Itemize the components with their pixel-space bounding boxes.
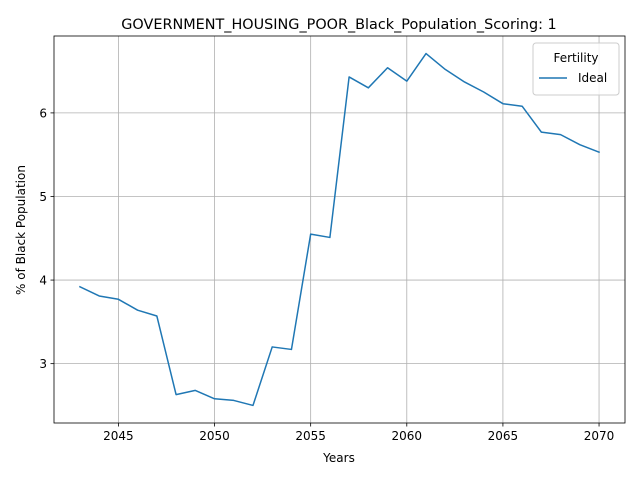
series-group bbox=[78, 52, 601, 407]
x-axis-label: Years bbox=[322, 451, 355, 465]
grid bbox=[54, 36, 625, 423]
y-tick-label: 3 bbox=[39, 357, 47, 371]
axis-ticks: 2045 2050 2055 2060 2065 2070 3 4 5 6 bbox=[39, 106, 614, 443]
legend-label-ideal: Ideal bbox=[578, 71, 607, 85]
x-tick-label: 2055 bbox=[295, 429, 326, 443]
legend: Fertility Ideal bbox=[532, 42, 620, 96]
y-tick-label: 4 bbox=[39, 274, 47, 288]
x-tick-label: 2050 bbox=[199, 429, 230, 443]
chart-title: GOVERNMENT_HOUSING_POOR_Black_Population… bbox=[121, 17, 556, 33]
x-tick-label: 2045 bbox=[103, 429, 134, 443]
legend-title: Fertility bbox=[553, 51, 598, 65]
x-tick-label: 2070 bbox=[584, 429, 615, 443]
x-tick-label: 2060 bbox=[392, 429, 423, 443]
legend-box bbox=[532, 42, 620, 96]
y-tick-label: 6 bbox=[39, 106, 47, 120]
x-tick-label: 2065 bbox=[488, 429, 519, 443]
y-axis-label: % of Black Population bbox=[14, 165, 28, 295]
y-tick-label: 5 bbox=[39, 190, 47, 204]
series-line-ideal bbox=[78, 52, 601, 407]
plot-area bbox=[53, 35, 626, 424]
